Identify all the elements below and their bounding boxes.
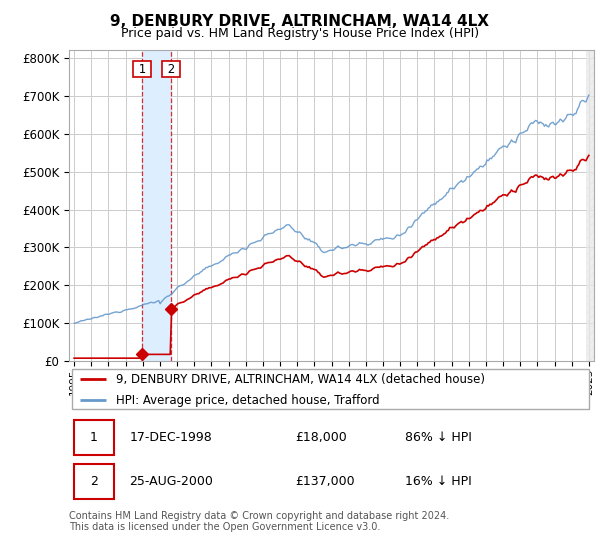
Text: 25-AUG-2000: 25-AUG-2000 — [130, 475, 213, 488]
Text: 17-DEC-1998: 17-DEC-1998 — [130, 431, 212, 444]
Text: £137,000: £137,000 — [295, 475, 355, 488]
Text: £18,000: £18,000 — [295, 431, 347, 444]
FancyBboxPatch shape — [74, 464, 113, 500]
Text: 2: 2 — [164, 63, 179, 76]
Bar — [142, 50, 171, 361]
Text: 86% ↓ HPI: 86% ↓ HPI — [405, 431, 472, 444]
Text: 1: 1 — [90, 431, 98, 444]
Text: Contains HM Land Registry data © Crown copyright and database right 2024.
This d: Contains HM Land Registry data © Crown c… — [69, 511, 449, 533]
Text: 16% ↓ HPI: 16% ↓ HPI — [405, 475, 472, 488]
FancyBboxPatch shape — [74, 420, 113, 455]
Text: 9, DENBURY DRIVE, ALTRINCHAM, WA14 4LX: 9, DENBURY DRIVE, ALTRINCHAM, WA14 4LX — [110, 14, 490, 29]
Bar — [586, 50, 600, 361]
Text: 9, DENBURY DRIVE, ALTRINCHAM, WA14 4LX (detached house): 9, DENBURY DRIVE, ALTRINCHAM, WA14 4LX (… — [116, 373, 485, 386]
Text: 1: 1 — [134, 63, 149, 76]
Text: 2: 2 — [90, 475, 98, 488]
Text: Price paid vs. HM Land Registry's House Price Index (HPI): Price paid vs. HM Land Registry's House … — [121, 27, 479, 40]
FancyBboxPatch shape — [71, 369, 589, 409]
Text: HPI: Average price, detached house, Trafford: HPI: Average price, detached house, Traf… — [116, 394, 380, 407]
